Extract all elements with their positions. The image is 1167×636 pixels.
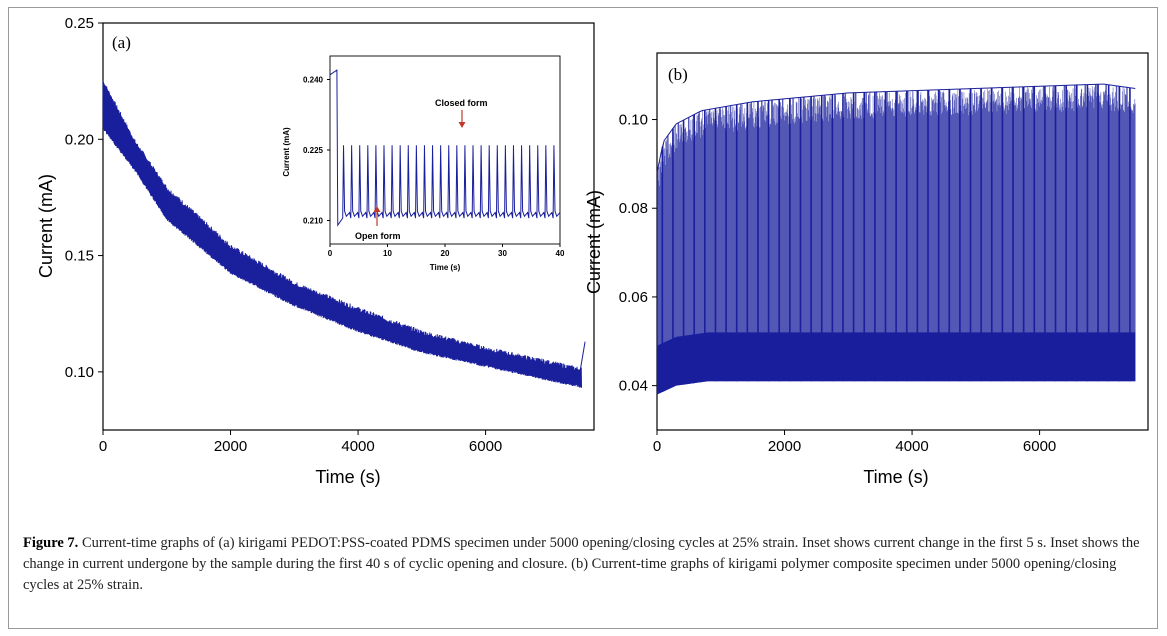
inset-y-axis-title: Current (mA)	[282, 127, 291, 177]
inset-y-tick-label: 0.240	[303, 76, 324, 85]
panel-a-y-tick-label: 0.15	[65, 248, 94, 265]
series-a-dense-band	[103, 81, 167, 219]
y-axis-ticks-b: 0.04 0.06 0.08 0.10	[619, 112, 657, 395]
inset-y-tick-label: 0.210	[303, 217, 324, 226]
panel-b-y-tick-label: 0.04	[619, 378, 648, 395]
x-axis-title-a: Time (s)	[315, 467, 380, 487]
panel-a-y-tick-label: 0.20	[65, 131, 94, 148]
x-axis-title-b: Time (s)	[863, 467, 928, 487]
inset-chart: 0 10 20 30 40 0.210 0.225 0.240 Time (s) Curre…	[282, 55, 565, 272]
panel-a-x-tick-label: 4000	[341, 438, 374, 455]
inset-x-tick-label: 30	[498, 249, 507, 258]
panel-b-x-tick-label: 4000	[895, 438, 928, 455]
panel-a-y-tick-label: 0.10	[65, 364, 94, 381]
caption-label: Figure 7.	[23, 535, 79, 551]
panel-a-x-tick-label: 6000	[469, 438, 502, 455]
inset-x-axis-title: Time (s)	[430, 263, 461, 272]
series-a	[102, 81, 586, 388]
inset-series	[329, 69, 561, 227]
annotation-closed-form: Closed form	[435, 98, 488, 108]
panel-b-x-tick-label: 0	[653, 438, 661, 455]
panel-b-y-tick-label: 0.10	[619, 112, 648, 129]
panel-label-a: (a)	[112, 33, 131, 52]
inset-x-tick-label: 0	[328, 249, 333, 258]
chart-panel-b: 0 2000 4000 6000 0.04 0.06 0.08 0.10 (b) Time …	[584, 52, 1149, 487]
series-a-end-spike	[579, 341, 586, 372]
inset-line	[329, 69, 561, 227]
y-axis-ticks-a: 0.10 0.15 0.20 0.25	[65, 15, 103, 381]
inset-x-ticks: 0 10 20 30 40	[328, 244, 565, 258]
inset-x-tick-label: 20	[441, 249, 450, 258]
y-axis-title-a: Current (mA)	[36, 174, 56, 278]
x-axis-ticks-a: 0 2000 4000 6000	[99, 430, 502, 455]
annotation-open-form: Open form	[355, 231, 401, 241]
chart-canvas: 0 2000 4000 6000 0.100.150.200.25 (a) Time …	[36, 15, 1149, 487]
arrow-closed-form-head	[458, 122, 466, 128]
series-b	[656, 83, 1136, 395]
panel-label-b: (b)	[668, 65, 688, 84]
y-axis-title-b: Current (mA)	[584, 190, 604, 294]
chart-panel-a: 0 2000 4000 6000 0.10 0.15 0.20 0.25 (a) Time …	[36, 15, 595, 487]
series-b-line	[656, 84, 1136, 395]
inset-x-tick-label: 10	[383, 249, 392, 258]
panel-a-y-tick-label: 0.25	[65, 15, 94, 32]
panel-b-y-tick-label: 0.08	[619, 200, 648, 217]
panel-b-y-tick-label: 0.06	[619, 289, 648, 306]
series-a-line	[102, 81, 583, 388]
panel-a-x-tick-label: 0	[99, 438, 107, 455]
figure-caption: Figure 7. Current-time graphs of (a) kir…	[23, 533, 1143, 596]
inset-x-tick-label: 40	[556, 249, 565, 258]
panel-a-x-tick-label: 2000	[214, 438, 247, 455]
inset-plot-area	[329, 55, 561, 245]
arrow-open-form-head	[373, 206, 381, 212]
series-b-upper-envelope	[656, 83, 1136, 173]
panel-b-x-tick-label: 6000	[1023, 438, 1056, 455]
caption-text: Current-time graphs of (a) kirigami PEDO…	[23, 535, 1140, 593]
inset-y-tick-label: 0.225	[303, 146, 324, 155]
x-axis-ticks-b: 0 2000 4000 6000	[653, 430, 1056, 455]
panel-b-x-tick-label: 2000	[768, 438, 801, 455]
inset-y-ticks: 0.210 0.225 0.240	[303, 76, 330, 226]
